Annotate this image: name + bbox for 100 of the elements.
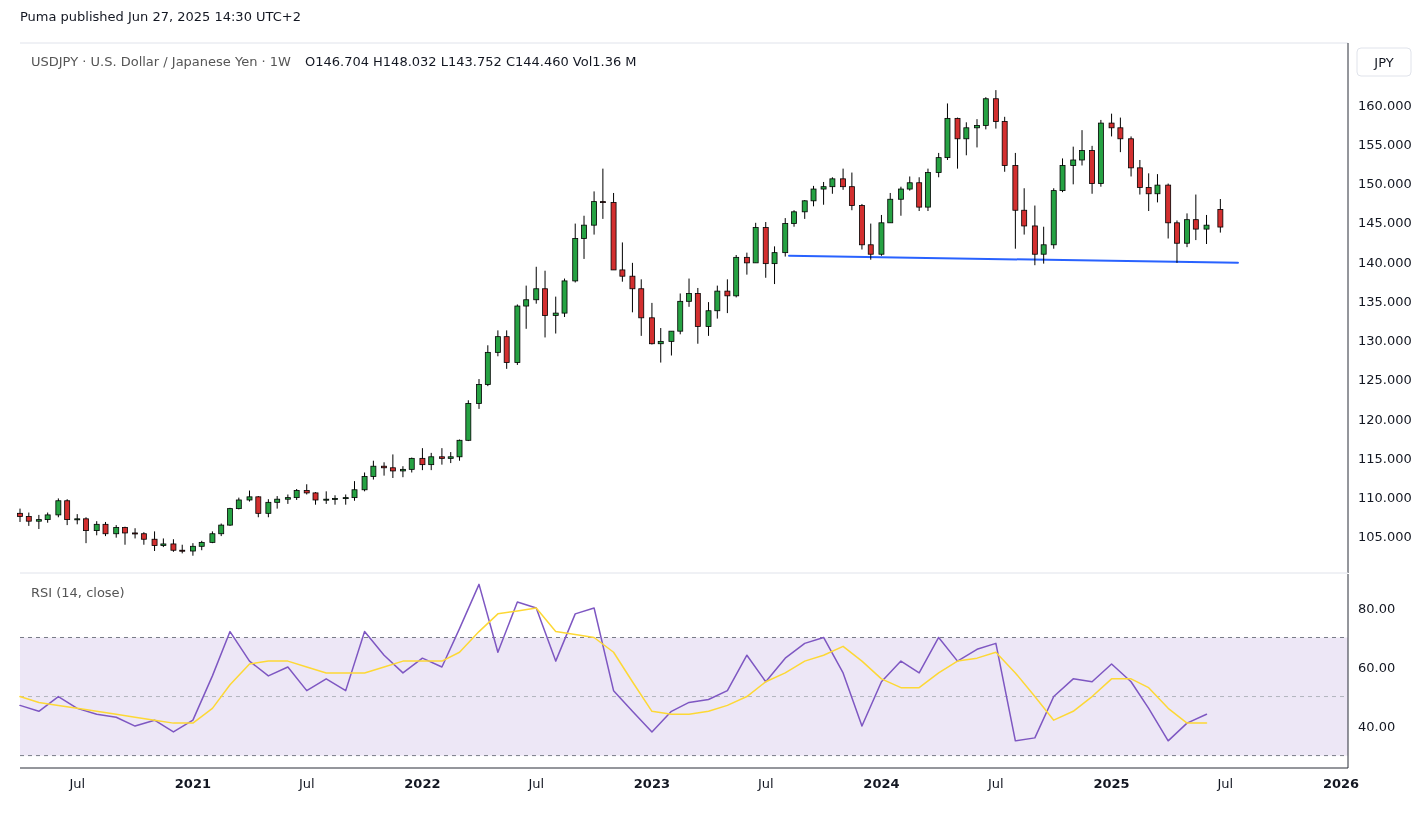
candlestick: [1136, 159, 1143, 196]
line-series: [19, 583, 1208, 742]
y-tick-label: 135.000: [1358, 293, 1412, 309]
candlestick: [1117, 117, 1124, 153]
line-series: [19, 607, 1208, 724]
candlestick: [17, 508, 23, 523]
candlestick: [1174, 219, 1180, 264]
candlestick: [581, 215, 587, 260]
x-tick-label: Jul: [527, 776, 545, 791]
candlestick: [35, 514, 42, 530]
candlestick: [743, 252, 750, 276]
y-tick-label: 40.00: [1358, 718, 1396, 734]
candlestick: [974, 118, 980, 148]
candlestick: [1203, 214, 1210, 245]
candlestick: [801, 199, 808, 220]
candlestick: [992, 89, 999, 130]
candlestick: [887, 192, 894, 224]
candlestick: [1217, 198, 1224, 234]
candlestick: [389, 453, 396, 479]
candlestick: [533, 266, 540, 305]
candlestick: [370, 460, 377, 481]
y-tick-label: 160.000: [1358, 97, 1412, 113]
candlestick: [963, 121, 970, 156]
candlestick: [668, 330, 675, 356]
candlestick: [64, 498, 71, 526]
candlestick: [848, 172, 855, 211]
candlestick: [1079, 129, 1085, 166]
candlestick: [724, 278, 731, 314]
x-tick-label: Jul: [297, 776, 315, 791]
y-tick-label: 110.000: [1358, 490, 1412, 506]
candlestick: [419, 447, 426, 471]
y-tick-label: 130.000: [1358, 333, 1412, 349]
y-tick-label: 115.000: [1358, 450, 1412, 466]
text: USDJPY · U.S. Dollar / Japanese Yen · 1W: [31, 54, 292, 69]
candlestick: [1021, 187, 1028, 236]
y-tick-label: 105.000: [1358, 529, 1412, 545]
y-tick-label: 125.000: [1358, 372, 1412, 388]
y-tick-label: 80.00: [1358, 600, 1396, 616]
x-tick-label: 2026: [1322, 776, 1360, 791]
candlestick: [439, 447, 445, 466]
candlestick: [935, 152, 942, 178]
y-tick-label: 145.000: [1358, 215, 1412, 231]
candlestick: [140, 531, 147, 546]
y-tick-label: 155.000: [1358, 136, 1412, 152]
candlestick: [265, 498, 272, 518]
y-axis-title: JPY: [1373, 54, 1394, 70]
candlestick: [494, 329, 501, 357]
candlestick: [629, 262, 636, 313]
candlestick: [867, 223, 874, 261]
x-tick-label: 2023: [633, 776, 671, 791]
candlestick: [83, 516, 89, 544]
candlestick: [820, 181, 827, 206]
candlestick: [591, 190, 597, 236]
candlestick: [552, 296, 559, 335]
candlestick: [400, 465, 406, 478]
text: RSI (14, close): [31, 585, 125, 600]
candlestick: [1192, 194, 1199, 241]
candlestick: [190, 542, 196, 557]
y-tick-label: 60.00: [1358, 659, 1396, 675]
candlestick: [1070, 146, 1077, 185]
candlestick: [151, 530, 158, 552]
candlestick: [705, 301, 712, 337]
candlestick: [599, 168, 606, 220]
x-tick-label: 2024: [863, 776, 900, 791]
y-tick-label: 150.000: [1358, 176, 1412, 192]
text: Puma published Jun 27, 2025 14:30 UTC+2: [20, 9, 301, 24]
candlestick: [351, 480, 358, 502]
candlestick: [132, 527, 138, 539]
candlestick: [840, 168, 846, 191]
candlestick: [476, 378, 482, 410]
candlestick: [714, 285, 721, 320]
candlestick: [686, 278, 692, 308]
x-tick-label: Jul: [987, 776, 1004, 791]
candlestick: [55, 497, 62, 518]
candlestick: [1108, 113, 1115, 137]
x-tick-label: 2025: [1093, 776, 1130, 791]
candlestick: [954, 117, 961, 170]
candlestick: [1154, 173, 1161, 203]
candlestick: [898, 186, 904, 217]
candlestick: [523, 285, 530, 330]
candlestick: [619, 241, 626, 283]
candlestick: [342, 493, 349, 506]
text: O146.704 H148.032 L143.752 C144.460 Vol1.36 M: [304, 54, 637, 69]
candlestick: [284, 493, 291, 505]
candlestick: [255, 495, 262, 518]
y-tick-label: 140.000: [1358, 254, 1412, 270]
x-tick-label: 2021: [174, 776, 212, 791]
candlestick: [810, 185, 817, 207]
y-tick-label: 120.000: [1358, 411, 1412, 427]
candlestick: [657, 327, 664, 364]
x-tick-label: Jul: [68, 776, 86, 791]
x-tick-label: Jul: [1216, 776, 1234, 791]
candlestick: [361, 472, 368, 492]
candlestick: [771, 245, 778, 285]
candlestick: [1184, 212, 1190, 248]
x-tick-label: 2022: [404, 776, 441, 791]
candlestick: [1040, 226, 1047, 265]
x-tick-label: Jul: [756, 776, 774, 791]
candlestick: [332, 494, 338, 506]
candlestick: [381, 461, 387, 477]
